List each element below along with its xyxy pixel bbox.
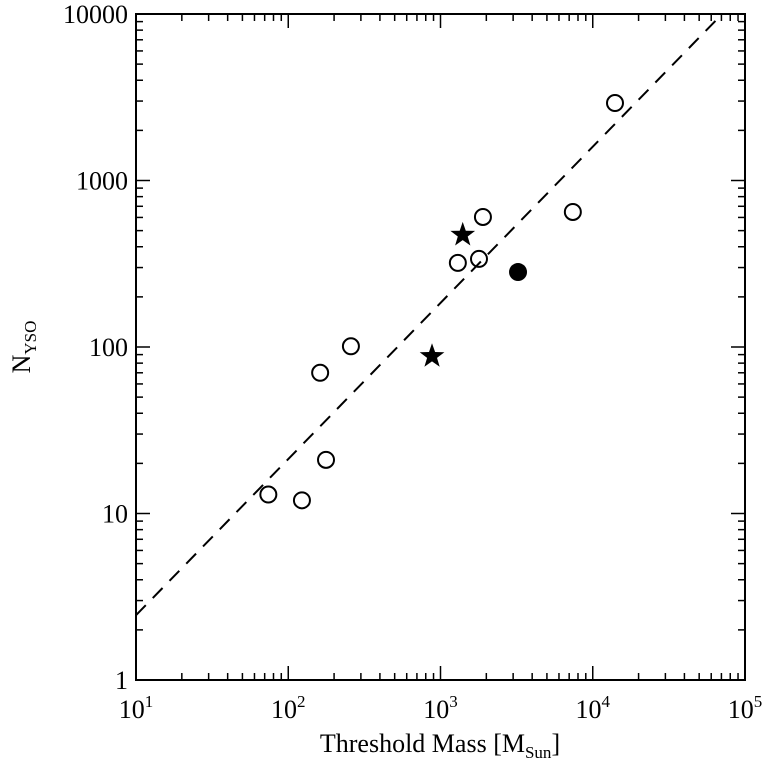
data-point-star — [450, 221, 476, 246]
x-tick-label: 102 — [271, 692, 306, 724]
data-point-open-circle — [605, 94, 624, 113]
data-point-open-circle — [341, 337, 360, 356]
y-tick-label: 10000 — [63, 0, 128, 29]
data-point-open-circle — [448, 253, 467, 272]
x-tick-label: 105 — [728, 692, 763, 724]
x-tick-label: 103 — [423, 692, 458, 724]
data-point-open-circle — [473, 207, 492, 226]
data-point-open-circle — [469, 249, 488, 268]
x-tick-label: 104 — [576, 692, 611, 724]
data-point-star — [419, 343, 445, 367]
plot-frame — [135, 13, 746, 681]
data-point-filled-circle — [509, 263, 528, 282]
data-point-open-circle — [292, 491, 311, 510]
y-tick-label: 10 — [102, 500, 128, 529]
data-point-open-circle — [317, 450, 336, 469]
y-tick-label: 1 — [115, 666, 128, 695]
fit-line — [135, 13, 723, 616]
data-point-open-circle — [563, 202, 582, 221]
y-axis-label: NYSO — [7, 321, 40, 374]
y-tick-label: 1000 — [76, 167, 128, 196]
x-axis-label: Threshold Mass [MSun] — [320, 729, 560, 762]
y-tick-label: 100 — [89, 333, 128, 362]
data-point-open-circle — [311, 363, 330, 382]
data-point-open-circle — [259, 485, 278, 504]
x-tick-label: 101 — [119, 692, 154, 724]
